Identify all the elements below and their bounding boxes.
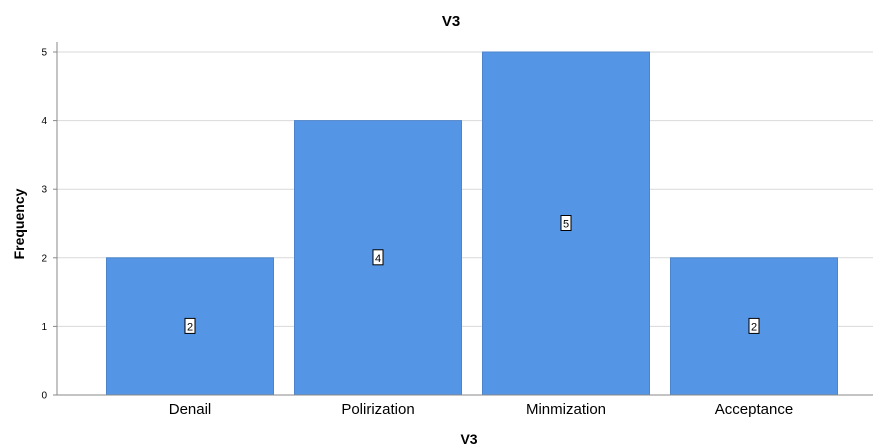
x-tick-label: Polirization (341, 401, 414, 418)
y-tick-label: 3 (41, 185, 47, 196)
y-tick-label: 1 (41, 322, 47, 333)
y-tick-label: 2 (41, 253, 47, 264)
data-label-text: 2 (187, 321, 193, 333)
x-tick-label: Acceptance (715, 401, 793, 418)
axes (56, 42, 873, 396)
data-label: 5 (560, 215, 572, 231)
y-tick-label: 4 (41, 116, 47, 127)
data-label-box (372, 249, 384, 266)
y-tick-label: 5 (41, 48, 47, 59)
data-label: 2 (184, 317, 196, 334)
data-label-box (560, 215, 572, 231)
data-label: 4 (372, 249, 384, 266)
x-tick-label: Minmization (526, 401, 606, 418)
x-axis-ticks: Denail Polirization Minmization Acceptance (169, 401, 793, 418)
data-label-text: 2 (751, 321, 757, 333)
chart-title: V3 (442, 13, 460, 30)
data-label-box (748, 317, 760, 334)
x-axis-label: V3 (460, 431, 477, 447)
data-label-text: 4 (375, 253, 381, 265)
data-labels: 2 4 5 2 (184, 215, 760, 334)
y-axis-ticks: 0 1 2 3 4 5 (41, 48, 57, 402)
data-label-text: 5 (563, 219, 569, 231)
data-label: 2 (748, 317, 760, 334)
bars (106, 51, 838, 396)
x-tick-label: Denail (169, 401, 212, 418)
data-label-box (184, 317, 196, 334)
y-axis-label: Frequency (11, 188, 27, 259)
y-tick-label: 0 (41, 391, 47, 402)
